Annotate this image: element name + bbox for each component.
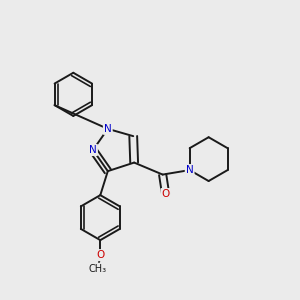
- Text: N: N: [89, 145, 97, 155]
- Text: N: N: [104, 124, 112, 134]
- Text: N: N: [186, 165, 194, 175]
- Text: CH₃: CH₃: [89, 264, 107, 274]
- Text: O: O: [161, 189, 170, 199]
- Text: O: O: [96, 250, 104, 260]
